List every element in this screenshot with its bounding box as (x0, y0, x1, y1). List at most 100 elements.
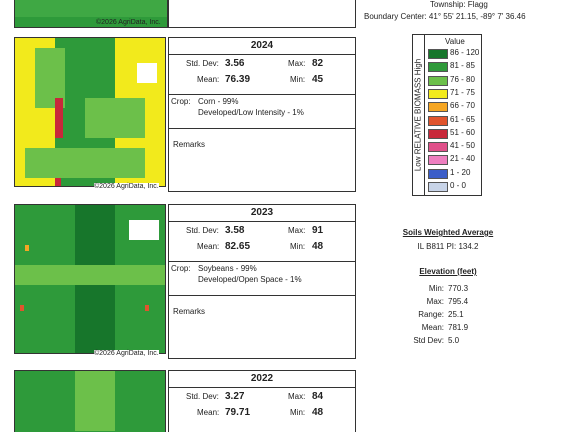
max-label: Max: (288, 226, 306, 235)
map-patch (85, 98, 145, 138)
legend-range: 41 - 50 (450, 141, 475, 151)
crop-rule (168, 94, 356, 95)
year-header-rule (168, 54, 356, 55)
legend-swatch (428, 115, 448, 126)
std-dev: 3.58 (225, 225, 245, 236)
legend-swatch (428, 168, 448, 179)
soils-value: IL B811 PI: 134.2 (417, 242, 479, 251)
boundary-center: Boundary Center: 41° 55' 21.15, -89° 7' … (364, 12, 526, 21)
field-map (14, 370, 166, 432)
field-map (14, 37, 166, 187)
std-dev: 3.27 (225, 391, 245, 402)
elevation-value: 795.4 (448, 297, 469, 306)
legend-swatch (428, 102, 448, 113)
min: 45 (312, 74, 324, 85)
min-label: Min: (290, 75, 306, 84)
legend-swatch (428, 182, 448, 192)
crop: Soybeans - 99% (198, 264, 257, 273)
year: 2023 (250, 207, 274, 218)
std-dev-label: Std. Dev: (186, 226, 219, 235)
info-panel (168, 0, 356, 28)
legend-range: 76 - 80 (450, 74, 475, 84)
elevation-label: Min: (428, 284, 444, 293)
crop-rule (168, 261, 356, 262)
max: 84 (312, 391, 324, 402)
legend-table (424, 34, 482, 196)
legend-range: 86 - 120 (450, 48, 480, 57)
elevation-label: Mean: (421, 323, 444, 332)
max: 82 (312, 58, 324, 69)
map-patch (145, 305, 149, 311)
legend-range: 1 - 20 (450, 167, 471, 177)
remarks-label: Remarks (173, 307, 206, 316)
min-label: Min: (290, 408, 306, 417)
legend-swatch (428, 155, 448, 166)
soils-title: Soils Weighted Average (402, 228, 494, 237)
info-panel (168, 370, 356, 432)
field-map (14, 204, 166, 354)
legend-range: 0 - 0 (450, 181, 467, 190)
year: 2024 (250, 40, 274, 51)
legend-range: 66 - 70 (450, 101, 475, 111)
remarks-rule (168, 128, 356, 129)
legend-swatch (428, 75, 448, 86)
legend-swatch (428, 49, 448, 59)
elevation-label: Range: (418, 310, 444, 319)
map-patch (15, 265, 165, 285)
map-patch (129, 220, 159, 240)
map-credit: ©2026 AgriData, Inc. (94, 350, 159, 357)
year: 2022 (250, 373, 274, 384)
map-credit: ©2026 AgriData, Inc. (96, 19, 161, 26)
crop-label: Crop: (171, 97, 191, 106)
info-panel (168, 204, 356, 359)
legend-swatch (428, 62, 448, 73)
crop-label: Crop: (171, 264, 191, 273)
legend-range: 21 - 40 (450, 154, 475, 164)
map-patch (55, 178, 61, 186)
elevation-label: Std Dev: (413, 336, 444, 345)
map-patch (55, 98, 63, 138)
min-label: Min: (290, 242, 306, 251)
mean: 79.71 (225, 407, 251, 418)
map-credit: ©2026 AgriData, Inc. (94, 183, 159, 190)
year-header-rule (168, 387, 356, 388)
legend-axis-label: Low RELATIVE BIOMASS High (413, 58, 423, 172)
year-header-rule (168, 221, 356, 222)
legend-range: 51 - 60 (450, 127, 475, 137)
std-dev-label: Std. Dev: (186, 392, 219, 401)
std-dev: 3.56 (225, 58, 245, 69)
map-patch (25, 148, 145, 178)
crop: Developed/Low Intensity - 1% (198, 108, 304, 117)
elevation-title: Elevation (feet) (419, 267, 477, 276)
map-patch (20, 305, 24, 311)
mean-label: Mean: (197, 75, 220, 84)
elevation-label: Max: (426, 297, 444, 306)
max: 91 (312, 225, 324, 236)
elevation-value: 5.0 (448, 336, 460, 345)
mean: 76.39 (225, 74, 251, 85)
township: Township: Flagg (430, 0, 488, 9)
mean: 82.65 (225, 241, 251, 252)
elevation-value: 781.9 (448, 323, 469, 332)
legend-range: 71 - 75 (450, 87, 475, 97)
mean-label: Mean: (197, 242, 220, 251)
field-map (14, 0, 168, 28)
crop: Developed/Open Space - 1% (198, 275, 302, 284)
remarks-label: Remarks (173, 140, 206, 149)
legend-header: Value (445, 37, 465, 46)
min: 48 (312, 241, 324, 252)
max-label: Max: (288, 392, 306, 401)
legend-swatch (428, 142, 448, 153)
map-patch (25, 245, 29, 251)
legend-range: 61 - 65 (450, 114, 475, 124)
max-label: Max: (288, 59, 306, 68)
map-patch (137, 63, 157, 83)
info-panel (168, 37, 356, 192)
elevation-value: 770.3 (448, 284, 469, 293)
legend-swatch (428, 128, 448, 139)
mean-label: Mean: (197, 408, 220, 417)
legend-range: 81 - 85 (450, 61, 475, 71)
legend-swatch (428, 88, 448, 99)
elevation-value: 25.1 (448, 310, 464, 319)
